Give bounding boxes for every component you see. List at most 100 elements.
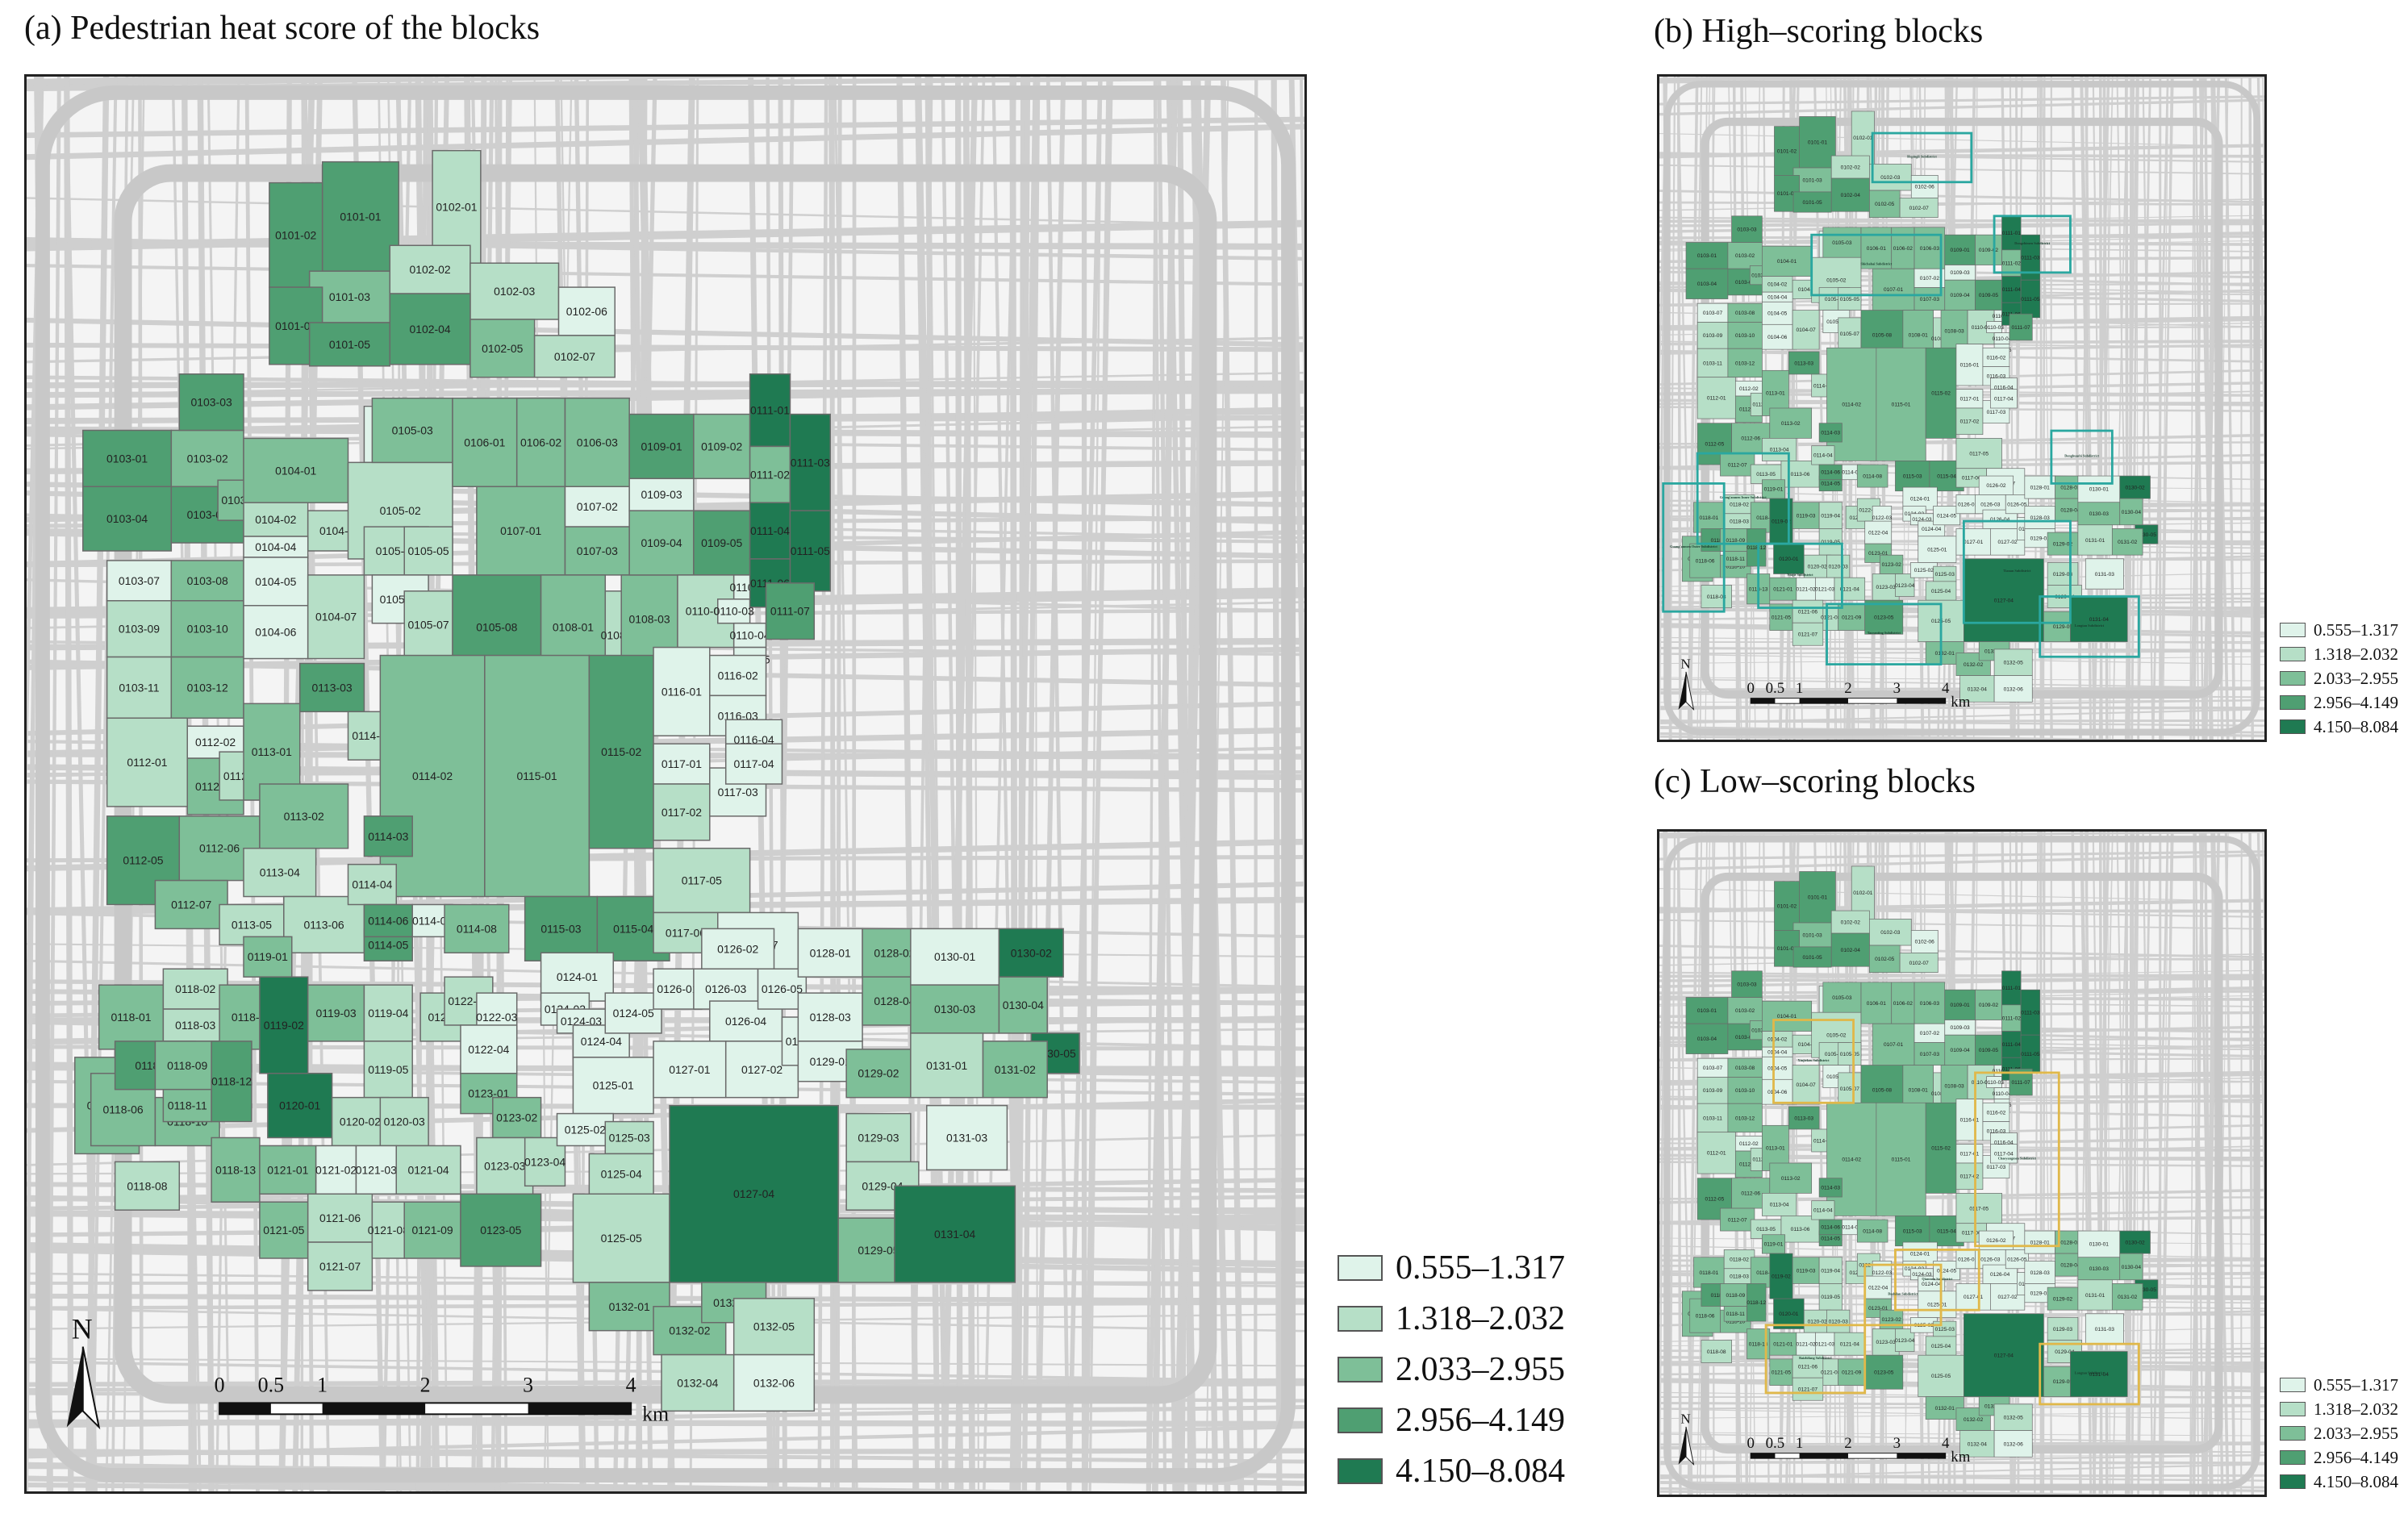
block-fill — [395, 1145, 461, 1195]
block-0114-03: 0114-03 — [1818, 423, 1843, 443]
block-fill — [1851, 865, 1875, 920]
block-label: 0118-02 — [175, 982, 215, 995]
block-label: 0102-01 — [1853, 890, 1873, 896]
block-label: 0120-01 — [1779, 1312, 1799, 1317]
block-fill — [1727, 242, 1763, 269]
road — [1659, 956, 2264, 961]
block-label: 0117-01 — [1960, 1152, 1980, 1157]
block-label: 0114-04 — [1813, 453, 1833, 459]
block-label: 0109-02 — [1979, 248, 1999, 253]
block-fill — [1762, 323, 1793, 350]
block-0121-08: 0121-08 — [368, 1201, 409, 1259]
block-label: 0116-04 — [1994, 1141, 2014, 1146]
block-fill — [1975, 279, 2002, 311]
block-label: 0113-02 — [1781, 421, 1801, 427]
block-0103-08: 0103-08 — [1727, 1057, 1763, 1078]
block-0107-01: 0107-01 — [1872, 1023, 1915, 1066]
block-0132-05: 0132-05 — [1993, 648, 2033, 676]
block-0131-04: 0131-04 — [2070, 596, 2128, 642]
block-label: 0123-02 — [1882, 562, 1902, 568]
block-label: 0128-02 — [874, 946, 915, 959]
map-panel-b[interactable]: 0101-01 0101-02 0101-03 0101-04 0101-05 0102-… — [1657, 74, 2267, 742]
block-0129-02: 0129-02 — [845, 1049, 912, 1099]
block-label: 0103-01 — [1697, 253, 1717, 259]
block-0104-01: 0104-01 — [243, 437, 349, 503]
block-0118-01: 0118-01 — [98, 984, 165, 1050]
block-fill — [588, 654, 654, 849]
block-fill — [709, 654, 767, 697]
block-fill — [1869, 164, 1912, 191]
road — [1668, 832, 1676, 1495]
block-0104-06: 0104-06 — [1762, 323, 1793, 350]
block-0125-03: 0125-03 — [1933, 1320, 1957, 1337]
block-0132-06: 0132-06 — [1993, 675, 2033, 703]
block-0111-07: 0111-07 — [765, 582, 816, 640]
block-label: 0120-02 — [1808, 1320, 1828, 1325]
block-label: 0107-01 — [1884, 1042, 1904, 1048]
block-label: 0109-04 — [1951, 293, 1971, 298]
legend-c-item-3: 2.033–2.955 — [2280, 1421, 2398, 1445]
block-label: 0131-01 — [926, 1059, 967, 1072]
block-label: 0101-05 — [329, 338, 370, 351]
block-0109-05: 0109-05 — [693, 510, 751, 576]
block-fill — [1696, 377, 1736, 419]
block-0120-01: 0120-01 — [267, 1073, 333, 1139]
legend-b-item-3: 2.033–2.955 — [2280, 666, 2398, 690]
block-label: 0115-04 — [613, 922, 653, 935]
block-0111-05: 0111-05 — [2020, 279, 2041, 319]
subdistrict-outline — [1863, 1263, 1943, 1327]
road — [1021, 77, 1041, 1491]
block-label: 0126-01 — [1958, 502, 1978, 507]
block-0127-01: 0127-01 — [1955, 528, 1991, 556]
block-label: 0101-02 — [1777, 903, 1797, 909]
subdistrict-label: Longtan Subdistrict — [2075, 623, 2105, 628]
block-label: 0125-01 — [1927, 548, 1947, 553]
block-0130-01: 0130-01 — [2077, 475, 2121, 503]
block-label: 0104-07 — [315, 611, 357, 623]
subdistrict-longtan-subdistrict: Longtan Subdistrict — [2039, 1342, 2140, 1406]
road — [1659, 95, 2264, 106]
road — [2224, 832, 2235, 1495]
block-fill — [1975, 234, 2002, 265]
block-0118-11: 0118-11 — [1723, 551, 1747, 567]
block-0121-01: 0121-01 — [259, 1145, 317, 1195]
map-panel-a[interactable]: 0101-01 0101-02 0101-03 0101-04 0101-05 0102-… — [24, 74, 1307, 1494]
block-fill — [1918, 1354, 1964, 1397]
block-label: 0114-08 — [457, 922, 497, 935]
block-label: 0102-01 — [1853, 136, 1873, 141]
block-label: 0121-07 — [1798, 1387, 1818, 1393]
legend-b-item-5: 4.150–8.084 — [2280, 715, 2398, 739]
block-label: 0102-03 — [494, 285, 535, 298]
block-0128-03: 0128-03 — [2024, 506, 2055, 529]
block-label: 0130-03 — [2089, 1266, 2110, 1272]
block-label: 0132-02 — [669, 1324, 710, 1337]
block-fill — [1899, 198, 1939, 219]
block-0105-03: 0105-03 — [1822, 982, 1862, 1013]
road — [1271, 77, 1283, 1491]
block-fill — [2077, 1230, 2121, 1258]
block-fill — [1773, 543, 1805, 574]
block-0104-07: 0104-07 — [307, 574, 365, 660]
block-0129-02: 0129-02 — [2047, 532, 2079, 556]
block-0117-01: 0117-01 — [1955, 1144, 1984, 1164]
legend-label: 2.956–4.149 — [2314, 692, 2398, 712]
road — [1659, 953, 2264, 966]
block-label: 0115-03 — [540, 922, 581, 935]
block-0105-07: 0105-07 — [403, 590, 453, 660]
block-label: 0102-02 — [410, 263, 451, 276]
block-fill — [211, 1136, 261, 1203]
block-label: 0126-02 — [717, 942, 758, 955]
block-0103-07: 0103-07 — [106, 560, 173, 602]
block-0102-06: 0102-06 — [1910, 930, 1939, 953]
block-0121-03: 0121-03 — [1815, 577, 1835, 601]
block-label: 0131-01 — [2085, 1293, 2105, 1299]
map-panel-c[interactable]: 0101-01 0101-02 0101-03 0101-04 0101-05 0102-… — [1657, 829, 2267, 1497]
block-label: 0113-06 — [1791, 472, 1810, 478]
block-fill — [749, 445, 791, 503]
block-0113-02: 0113-02 — [259, 783, 349, 849]
block-label: 0129-05 — [858, 1244, 899, 1257]
block-label: 0105-02 — [380, 504, 421, 517]
block-0102-05: 0102-05 — [1869, 945, 1901, 974]
block-fill — [515, 397, 566, 488]
block-fill — [1720, 1207, 1755, 1232]
